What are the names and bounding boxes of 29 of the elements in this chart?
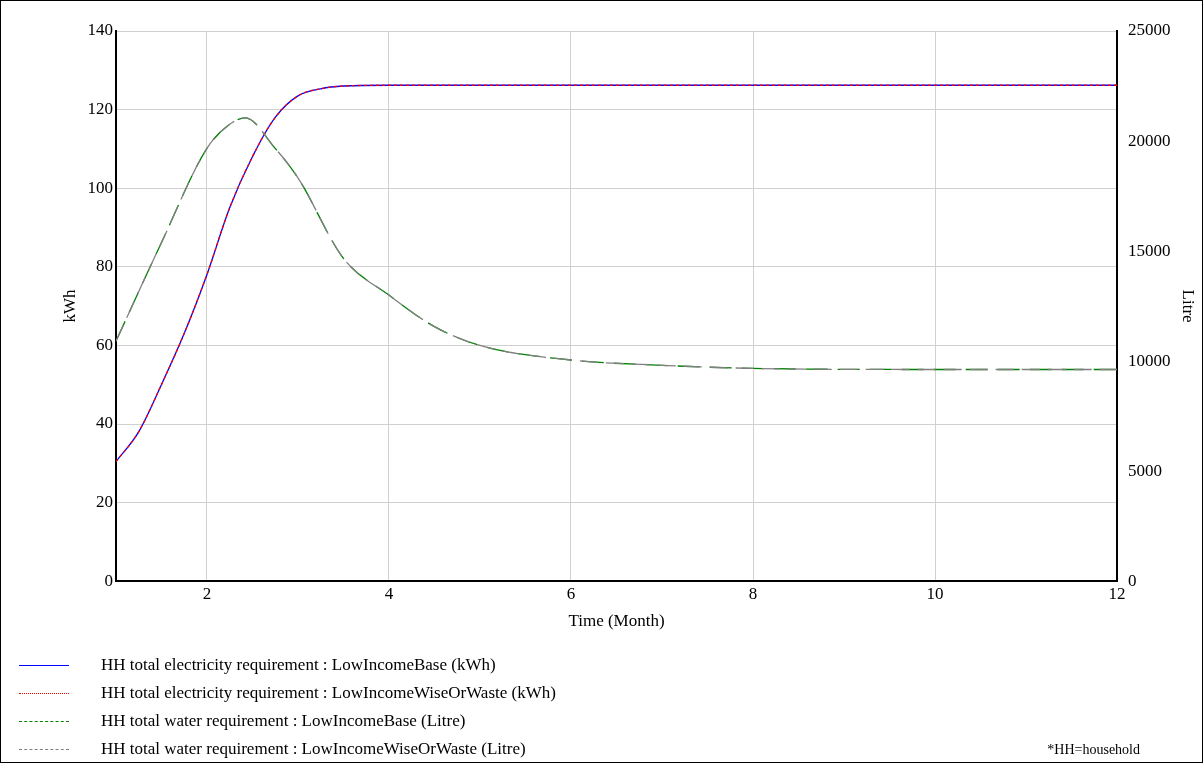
legend-label: HH total water requirement : LowIncomeWiseOrWaste (Litre) <box>101 739 526 759</box>
y-tick-label: 0 <box>104 570 113 590</box>
y-axis-title: kWh <box>59 289 79 323</box>
y2-tick-label: 25000 <box>1128 20 1171 40</box>
y-tick-label: 100 <box>87 177 113 197</box>
y-tick-label: 120 <box>87 99 113 119</box>
y2-tick-label: 5000 <box>1128 460 1163 480</box>
y-tick-label: 40 <box>95 413 113 433</box>
line-series <box>115 84 1118 463</box>
y2-tick-label: 15000 <box>1128 240 1171 260</box>
legend-label: HH total electricity requirement : LowIncomeWiseOrWaste (kWh) <box>101 683 556 703</box>
x-tick-label: 2 <box>202 583 212 603</box>
y2-tick-label: 10000 <box>1128 350 1171 370</box>
x-tick-label: 6 <box>566 583 576 603</box>
y-tick-label: 20 <box>95 492 113 512</box>
y-tick-label: 140 <box>87 20 113 40</box>
y2-tick-label: 20000 <box>1128 130 1171 150</box>
y2-axis-title: Litre <box>1179 289 1199 323</box>
x-tick-label: 8 <box>748 583 758 603</box>
y-tick-label: 80 <box>95 256 113 276</box>
legend-label: HH total electricity requirement : LowIncomeBase (kWh) <box>101 655 496 675</box>
text: *HH=household <box>1047 742 1140 758</box>
y-tick-label: 60 <box>95 334 113 354</box>
x-tick-label: 4 <box>384 583 394 603</box>
legend-label: HH total water requirement : LowIncomeBase (Litre) <box>101 711 466 731</box>
x-tick-label: 12 <box>1108 583 1126 603</box>
y2-tick-label: 0 <box>1128 570 1137 590</box>
x-tick-label: 10 <box>926 583 944 603</box>
x-axis-title: Time (Month) <box>568 611 665 631</box>
